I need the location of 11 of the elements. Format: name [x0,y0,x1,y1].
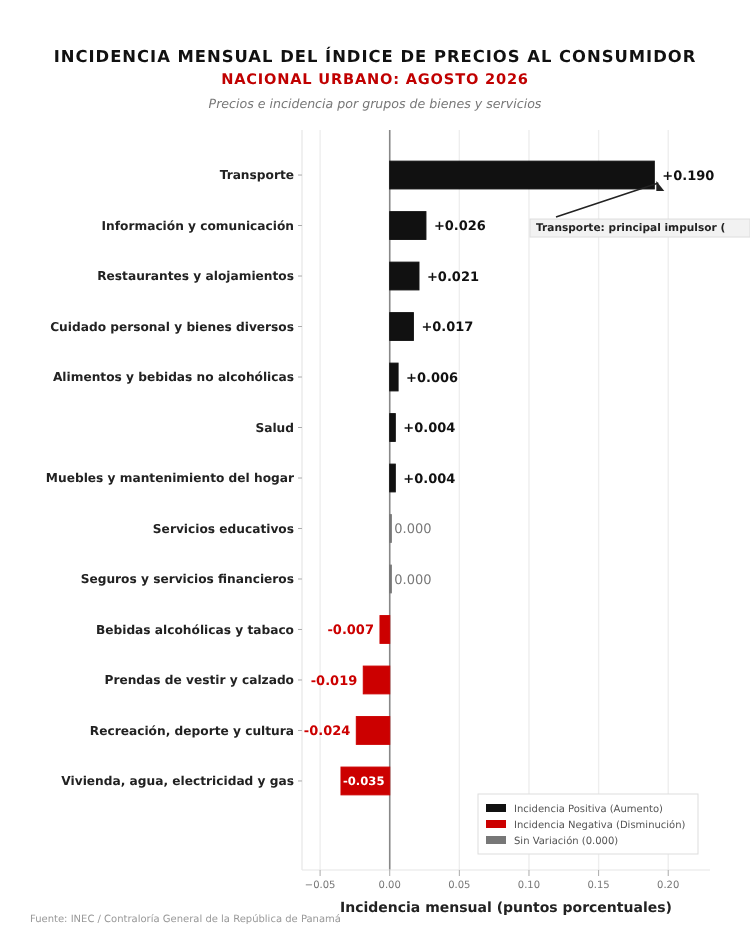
bar [379,615,391,644]
bar [389,211,427,240]
bar [389,312,414,341]
bar [362,665,391,695]
chart-title: INCIDENCIA MENSUAL DEL ÍNDICE DE PRECIOS AL CONSUMIDOR [53,46,697,66]
bar [389,160,655,190]
bar [389,362,399,392]
bar [355,716,391,745]
bar [389,413,396,442]
bar [389,463,396,493]
bar [389,261,420,291]
